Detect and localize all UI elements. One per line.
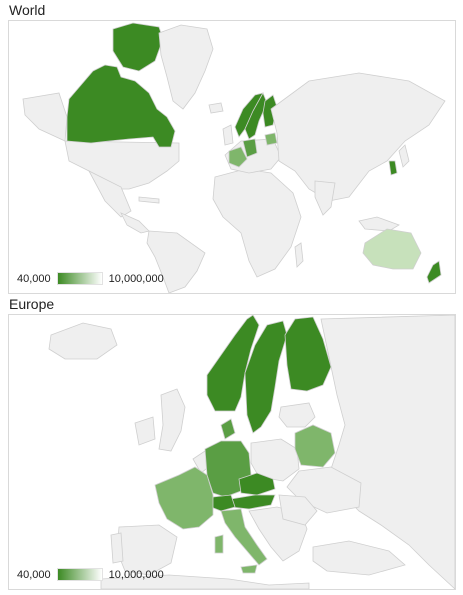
europe-map[interactable] <box>9 315 455 589</box>
map-region-mexico[interactable] <box>88 170 132 218</box>
map-region-india[interactable] <box>314 180 336 216</box>
map-region-turkey[interactable] <box>312 540 406 576</box>
map-region-norway-eu[interactable] <box>206 315 260 412</box>
map-region-australia[interactable] <box>362 228 422 270</box>
world-legend-gradient <box>56 272 103 285</box>
map-region-caribbean[interactable] <box>138 196 160 204</box>
map-region-africa[interactable] <box>212 168 302 278</box>
map-region-france-eu[interactable] <box>154 466 214 530</box>
europe-legend-max: 10,000,000 <box>108 568 164 581</box>
map-region-central-america[interactable] <box>120 212 150 234</box>
map-region-new-zealand[interactable] <box>426 260 442 284</box>
europe-map-title: Europe <box>9 296 55 312</box>
world-map[interactable] <box>9 21 455 293</box>
map-region-alaska[interactable] <box>22 92 68 142</box>
map-region-russia[interactable] <box>320 315 455 589</box>
map-region-canada[interactable] <box>66 64 176 148</box>
world-map-panel[interactable]: 40,000 10,000,000 <box>8 20 456 294</box>
europe-legend-gradient <box>56 568 103 581</box>
map-region-uk-eu[interactable] <box>158 388 186 452</box>
map-region-usa[interactable] <box>64 140 180 190</box>
map-region-france[interactable] <box>228 146 248 168</box>
map-region-sicily[interactable] <box>240 564 258 574</box>
map-region-iceland-eu[interactable] <box>48 322 118 360</box>
map-region-ireland[interactable] <box>134 416 156 446</box>
map-region-finland-eu[interactable] <box>284 316 332 392</box>
map-region-belarus-eu[interactable] <box>294 424 336 468</box>
world-legend-max: 10,000,000 <box>108 272 164 285</box>
map-region-czech[interactable] <box>238 472 276 496</box>
europe-map-legend: 40,000 10,000,000 <box>17 568 164 581</box>
map-region-canada-islands[interactable] <box>112 22 164 72</box>
map-region-romania[interactable] <box>278 494 318 526</box>
map-region-greenland[interactable] <box>158 24 214 110</box>
map-region-austria[interactable] <box>230 494 276 510</box>
map-region-belarus[interactable] <box>264 132 278 146</box>
world-map-legend: 40,000 10,000,000 <box>17 272 164 285</box>
map-region-portugal[interactable] <box>110 532 124 564</box>
map-region-germany[interactable] <box>242 138 258 158</box>
europe-map-panel[interactable]: 40,000 10,000,000 <box>8 314 456 590</box>
map-region-iceland[interactable] <box>208 102 224 114</box>
map-region-japan[interactable] <box>398 144 410 168</box>
map-region-south-korea[interactable] <box>388 160 398 176</box>
map-region-denmark[interactable] <box>220 418 236 440</box>
map-region-north-africa[interactable] <box>100 574 310 589</box>
map-region-italy[interactable] <box>220 508 268 566</box>
map-region-sardinia[interactable] <box>214 534 224 554</box>
world-legend-min: 40,000 <box>17 272 51 285</box>
map-region-poland[interactable] <box>250 438 300 482</box>
map-region-asia[interactable] <box>270 72 446 202</box>
europe-legend-min: 40,000 <box>17 568 51 581</box>
map-region-madagascar[interactable] <box>294 242 304 268</box>
map-region-sweden-eu[interactable] <box>244 320 288 434</box>
map-region-south-america[interactable] <box>146 230 206 293</box>
map-region-uk[interactable] <box>222 124 234 146</box>
map-region-switzerland[interactable] <box>210 494 236 512</box>
map-region-indonesia[interactable] <box>358 216 400 232</box>
world-map-title: World <box>9 2 46 18</box>
map-region-baltics[interactable] <box>278 402 316 428</box>
